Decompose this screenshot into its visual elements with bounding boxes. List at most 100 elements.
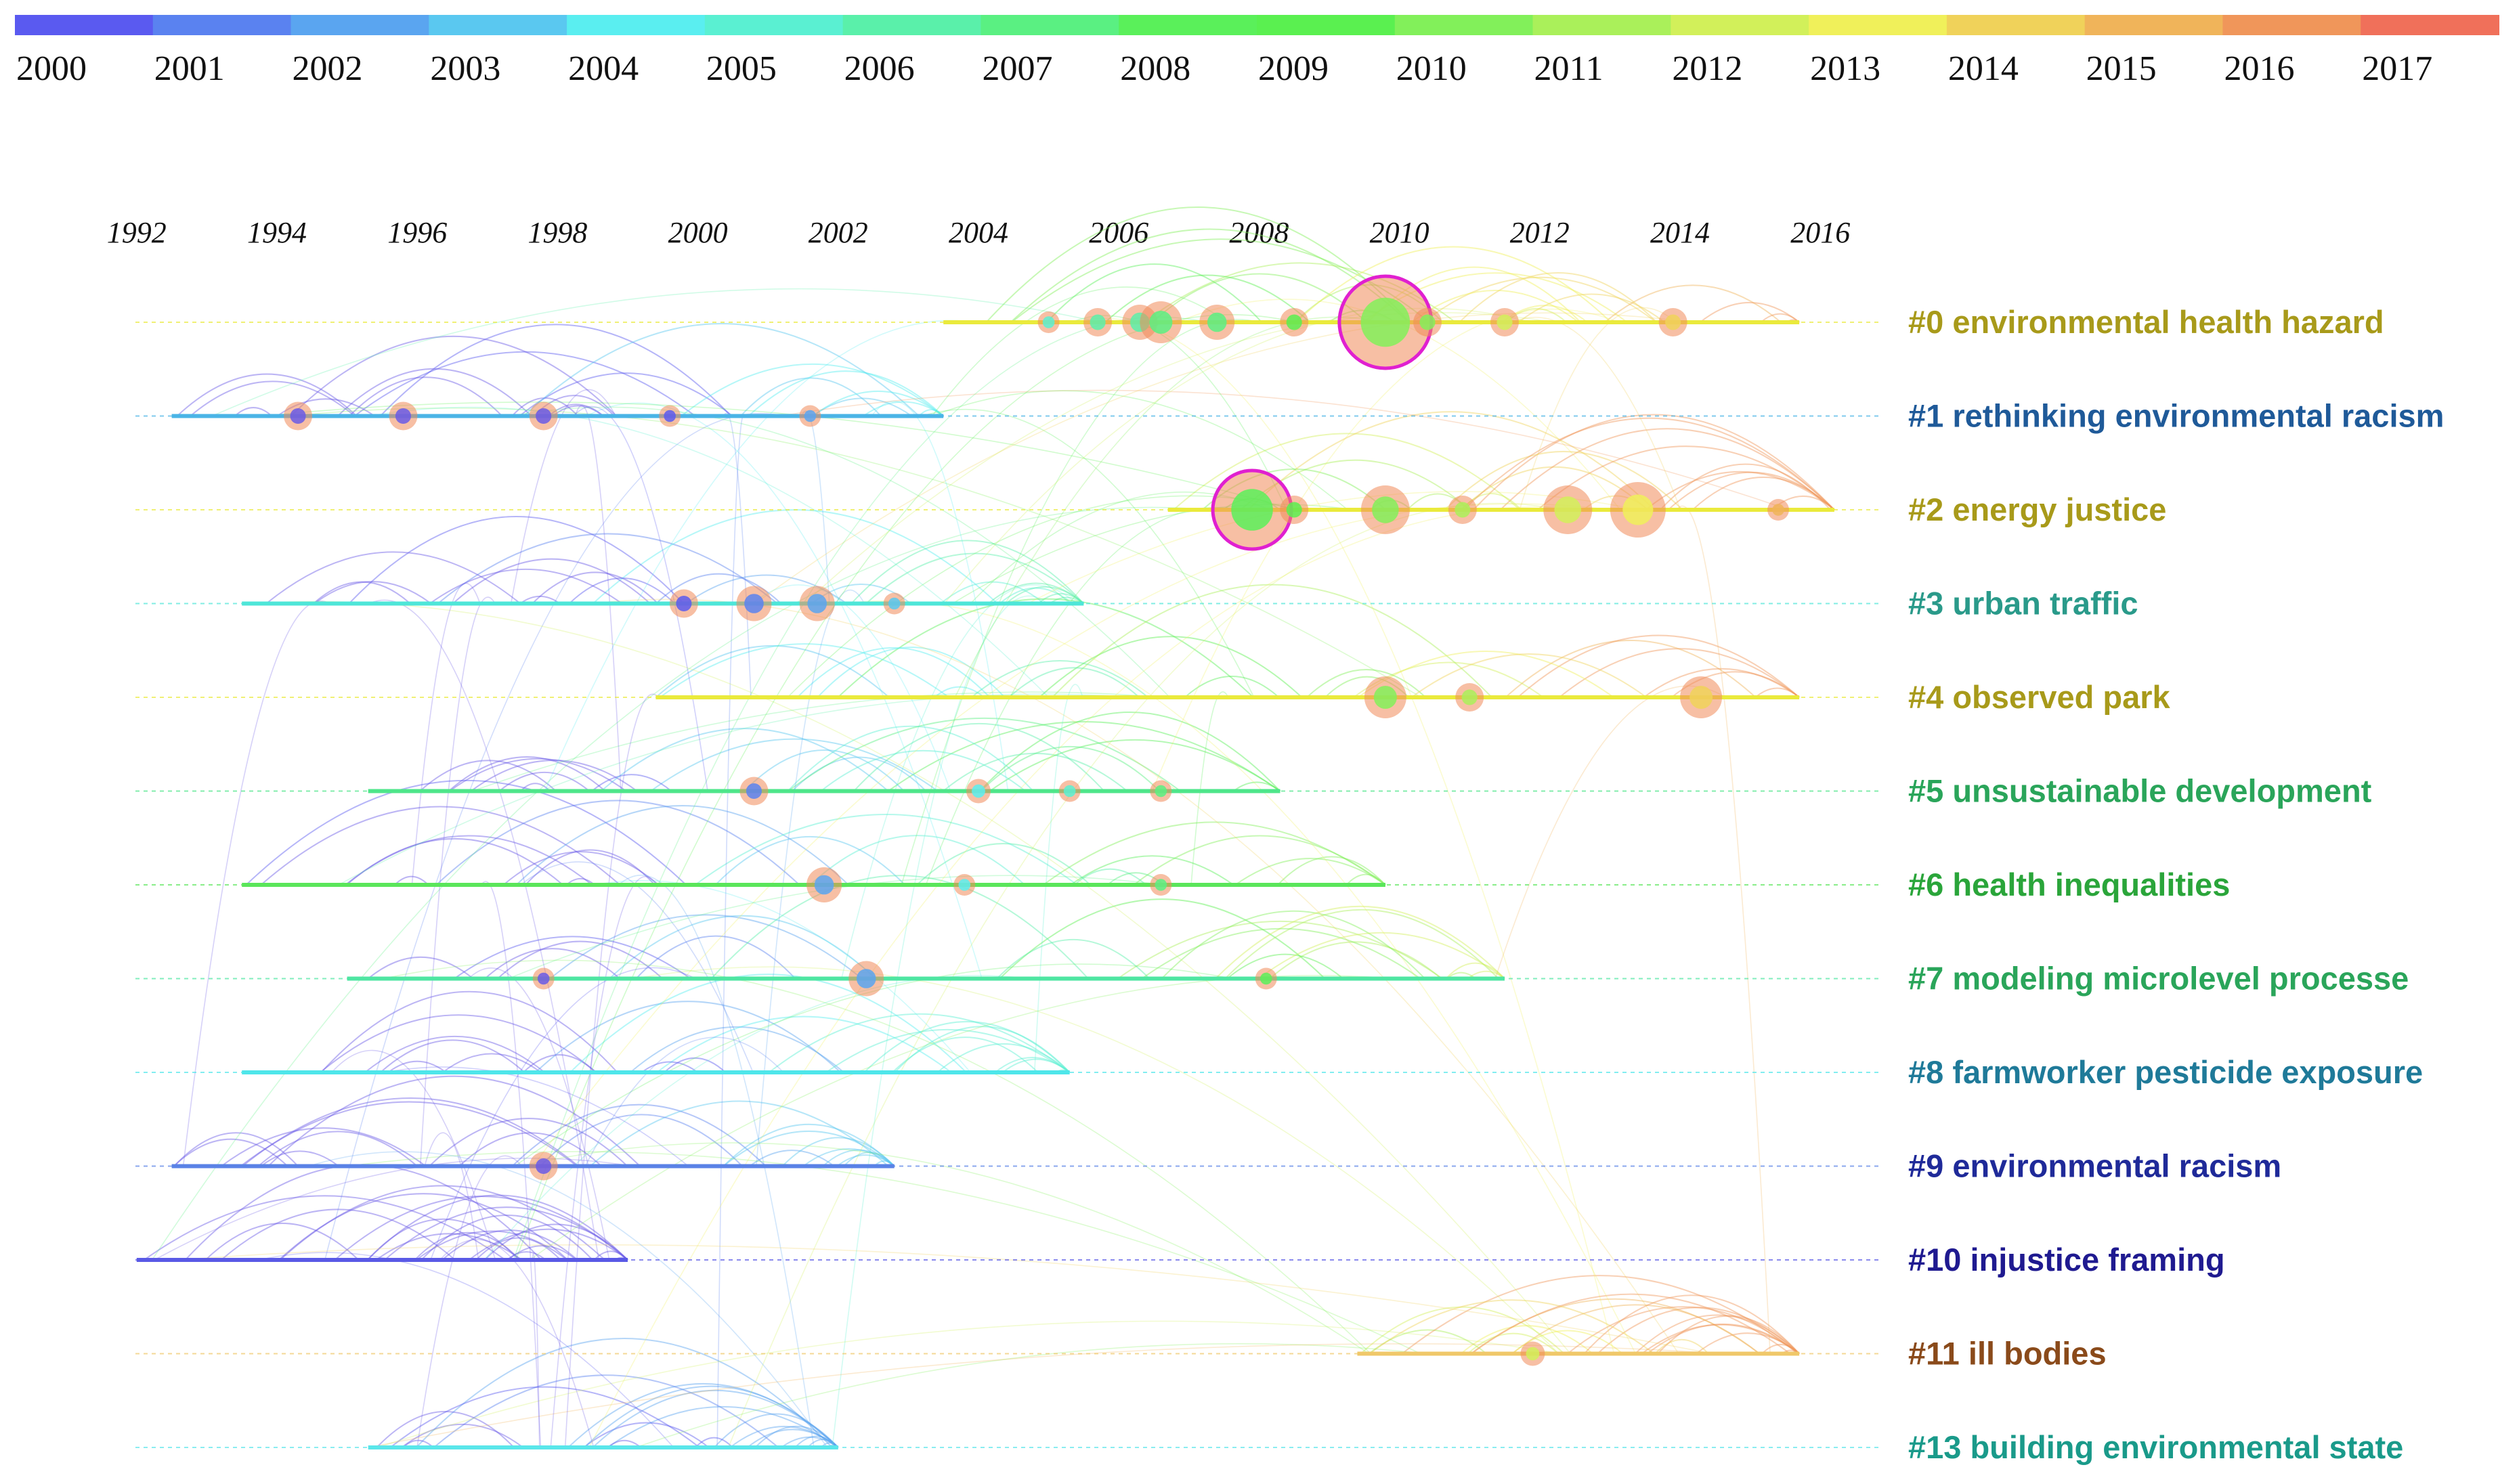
inter-cluster-link — [259, 1252, 674, 1448]
cluster-6-arc — [245, 780, 687, 886]
cluster-11-arc — [1657, 1315, 1800, 1355]
cluster-13-arc — [695, 1437, 733, 1448]
cluster-7-label: #7 modeling microlevel processe — [1908, 961, 2409, 997]
cluster-9-arc — [781, 1137, 895, 1167]
cluster-11-arc — [1696, 1332, 1800, 1355]
cluster-0-node-4 — [1199, 305, 1235, 340]
inter-cluster-link — [544, 320, 976, 791]
legend-swatch-2001 — [152, 15, 292, 35]
inter-cluster-link — [635, 1343, 1427, 1448]
cluster-3-arc — [348, 515, 685, 605]
cluster-8-arc — [656, 1016, 952, 1073]
cluster-10-arc — [483, 1223, 628, 1261]
cluster-2-node-5 — [1610, 482, 1666, 538]
cluster-2-arc — [1473, 414, 1835, 510]
legend-year-2000: 2000 — [16, 49, 87, 88]
cluster-3-arc — [265, 551, 521, 605]
year-color-legend: 2000 2001 2002 2003 2004 2005 2006 2007 2008 2009… — [15, 15, 2499, 88]
inter-cluster-link — [931, 286, 1228, 416]
cluster-10-arc — [280, 1185, 605, 1261]
inter-cluster-link — [1494, 685, 1727, 979]
cluster-5-arc — [470, 760, 638, 792]
cluster-5-arc — [448, 756, 606, 792]
inter-cluster-link — [716, 414, 746, 1448]
cluster-5-arc — [943, 752, 1128, 792]
cluster-7-arc — [1224, 909, 1499, 980]
inter-cluster-link — [468, 967, 610, 1261]
cluster-4-arc — [655, 645, 890, 698]
cluster-4-arc — [1039, 636, 1303, 698]
cluster-1-arc — [190, 380, 356, 417]
cluster-0-arc — [1104, 274, 1310, 323]
inter-cluster-link — [416, 1155, 523, 1448]
cluster-3-arc — [314, 581, 432, 605]
axis-year-2016: 2016 — [1790, 216, 1850, 249]
cluster-2-arc — [1660, 463, 1832, 510]
cluster-5-arc — [1233, 781, 1281, 792]
cluster-3-arc — [999, 587, 1073, 605]
cluster-13-arc — [794, 1435, 839, 1448]
cluster-5-arc — [520, 783, 551, 792]
legend-year-2016: 2016 — [2224, 49, 2294, 88]
cluster-4-node-0 — [1364, 676, 1406, 718]
cluster-10-arc — [593, 1250, 628, 1261]
cluster-9-node-0 — [529, 1152, 558, 1181]
cluster-0-node-8 — [1490, 308, 1519, 336]
cluster-5-arc — [788, 717, 1181, 792]
cluster-3-arc — [1037, 592, 1085, 605]
inter-cluster-link — [954, 316, 1381, 698]
cluster-13-arc — [747, 1428, 839, 1448]
cluster-5-arc — [820, 749, 1027, 792]
inter-cluster-link — [754, 312, 1690, 605]
axis-year-2004: 2004 — [949, 216, 1008, 249]
cluster-2-node-1 — [1280, 496, 1309, 524]
inter-cluster-link — [756, 589, 865, 1166]
cluster-8-arc — [569, 974, 967, 1073]
inter-cluster-link — [385, 1066, 689, 1167]
inter-cluster-link — [368, 1343, 1726, 1448]
cluster-7-arc — [1258, 932, 1505, 980]
cluster-9-arc — [802, 1148, 895, 1167]
cluster-13-arc — [754, 1426, 839, 1448]
cluster-6-arc — [714, 836, 906, 886]
axis-year-2006: 2006 — [1089, 216, 1148, 249]
axis-year-1998: 1998 — [528, 216, 587, 249]
cluster-11-arc — [1654, 1338, 1709, 1355]
legend-year-2011: 2011 — [1534, 49, 1603, 88]
legend-swatch-2003 — [429, 15, 568, 35]
cluster-8-arc — [364, 1035, 546, 1073]
legend-year-2006: 2006 — [844, 49, 915, 88]
cluster-1-node-0 — [284, 401, 313, 431]
cluster-4-node-2 — [1680, 676, 1723, 718]
cluster-7-arc — [549, 914, 863, 980]
cluster-9-arc — [822, 1149, 895, 1167]
inter-cluster-link — [564, 693, 660, 1448]
legend-year-2017: 2017 — [2362, 49, 2432, 88]
cluster-9-label: #9 environmental racism — [1908, 1148, 2281, 1184]
inter-cluster-link — [411, 582, 481, 886]
cluster-2-arc — [1537, 445, 1835, 510]
cluster-13-arc — [389, 1386, 700, 1448]
legend-swatch-2009 — [1257, 15, 1396, 35]
cluster-1-node-2 — [529, 401, 558, 431]
cluster-2-arc — [1499, 428, 1835, 510]
cluster-5-arc — [792, 756, 927, 792]
inter-cluster-link — [573, 406, 708, 791]
cluster-8-arc — [387, 1060, 447, 1073]
cluster-13-arc — [592, 1389, 839, 1448]
cluster-0-node-0 — [1037, 311, 1060, 333]
cluster-7-arc — [1445, 962, 1505, 980]
inter-cluster-link — [177, 1244, 1713, 1355]
cluster-11-arc — [1467, 1332, 1559, 1355]
legend-swatch-2002 — [290, 15, 430, 35]
cluster-13-arc — [714, 1413, 839, 1448]
cluster-7-arc — [1161, 910, 1426, 980]
axis-year-2002: 2002 — [809, 216, 868, 249]
cluster-6-arc — [809, 835, 1025, 886]
legend-year-2009: 2009 — [1258, 49, 1329, 88]
cluster-3-arc — [865, 552, 1085, 605]
cluster-11-arc — [1401, 1275, 1799, 1355]
cluster-0-node-6 — [1337, 274, 1434, 370]
cluster-8-arc — [664, 1057, 726, 1073]
cluster-0-arc — [1010, 228, 1409, 323]
